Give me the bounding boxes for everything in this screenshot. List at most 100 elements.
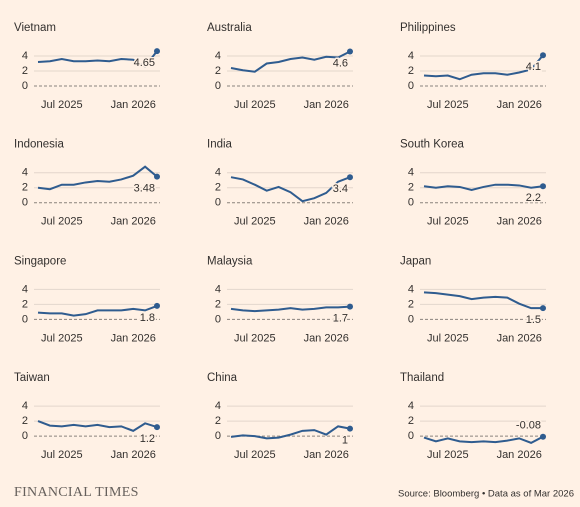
y-tick-label: 0 — [215, 80, 221, 92]
y-tick-label: 4 — [215, 167, 221, 179]
x-tick-label: Jul 2025 — [41, 332, 83, 344]
value-label: 1.5 — [526, 314, 541, 326]
y-tick-label: 2 — [215, 415, 221, 427]
y-tick-label: 4 — [215, 50, 221, 62]
x-tick-label: Jan 2026 — [304, 216, 349, 228]
line — [423, 435, 544, 444]
value-label: 4.1 — [526, 61, 541, 73]
line — [37, 420, 158, 432]
end-marker — [347, 303, 353, 310]
x-tick-label: Jan 2026 — [497, 216, 542, 228]
panel-title: Taiwan — [14, 372, 50, 384]
line — [230, 425, 351, 440]
x-tick-label: Jan 2026 — [497, 99, 542, 111]
x-tick-label: Jul 2025 — [234, 332, 276, 344]
end-marker — [347, 48, 353, 55]
x-tick-label: Jul 2025 — [41, 216, 83, 228]
end-marker — [540, 433, 546, 440]
y-tick-label: 0 — [408, 80, 414, 92]
y-tick-label: 0 — [22, 313, 28, 325]
y-tick-label: 0 — [215, 430, 221, 442]
value-label: -0.08 — [516, 420, 541, 432]
x-tick-label: Jul 2025 — [427, 99, 469, 111]
end-marker — [540, 305, 546, 312]
y-tick-label: 4 — [215, 400, 221, 412]
value-label: 1.7 — [333, 313, 348, 325]
y-tick-label: 2 — [22, 65, 28, 77]
y-tick-label: 2 — [22, 298, 28, 310]
x-tick-label: Jul 2025 — [234, 449, 276, 461]
y-tick-label: 2 — [22, 182, 28, 194]
value-label: 2.2 — [526, 192, 541, 204]
panel-title: Thailand — [400, 372, 444, 384]
y-tick-label: 4 — [408, 167, 414, 179]
line — [423, 183, 544, 191]
y-tick-label: 4 — [408, 283, 414, 295]
x-tick-label: Jan 2026 — [497, 332, 542, 344]
end-marker — [154, 173, 160, 180]
x-tick-label: Jul 2025 — [234, 216, 276, 228]
y-tick-label: 0 — [408, 197, 414, 209]
x-tick-label: Jan 2026 — [304, 332, 349, 344]
panel-title: Australia — [207, 22, 252, 34]
y-tick-label: 4 — [215, 283, 221, 295]
y-tick-label: 4 — [22, 283, 28, 295]
panel-title: Singapore — [14, 255, 66, 267]
end-marker — [540, 183, 546, 190]
panel-title: Philippines — [400, 22, 456, 34]
x-tick-label: Jul 2025 — [427, 216, 469, 228]
end-marker — [540, 52, 546, 59]
y-tick-label: 0 — [408, 313, 414, 325]
x-tick-label: Jan 2026 — [111, 216, 156, 228]
line — [230, 176, 351, 203]
x-tick-label: Jan 2026 — [497, 449, 542, 461]
end-marker — [347, 425, 353, 432]
value-label: 1.8 — [140, 312, 155, 324]
x-tick-label: Jan 2026 — [111, 449, 156, 461]
x-tick-label: Jul 2025 — [427, 332, 469, 344]
line — [230, 50, 351, 73]
x-tick-label: Jul 2025 — [234, 99, 276, 111]
line — [37, 165, 158, 191]
end-marker — [154, 302, 160, 309]
line — [37, 50, 158, 68]
source: Source: Bloomberg • Data as of Mar 2026 — [398, 489, 574, 500]
y-tick-label: 2 — [215, 65, 221, 77]
x-tick-label: Jul 2025 — [41, 99, 83, 111]
x-tick-label: Jan 2026 — [111, 99, 156, 111]
panel-title: China — [207, 372, 238, 384]
y-tick-label: 4 — [408, 400, 414, 412]
panel-title: Indonesia — [14, 139, 64, 151]
value-label: 3.4 — [333, 183, 348, 195]
panel-title: South Korea — [400, 139, 465, 151]
y-tick-label: 4 — [22, 400, 28, 412]
y-tick-label: 0 — [22, 430, 28, 442]
y-tick-label: 2 — [215, 298, 221, 310]
end-marker — [154, 424, 160, 431]
value-label: 3.48 — [134, 183, 155, 195]
panel-title: India — [207, 139, 233, 151]
line — [423, 291, 543, 310]
y-tick-label: 4 — [22, 50, 28, 62]
x-tick-label: Jul 2025 — [41, 449, 83, 461]
x-tick-label: Jan 2026 — [304, 99, 349, 111]
y-tick-label: 0 — [22, 80, 28, 92]
value-label: 4.65 — [134, 57, 155, 69]
y-tick-label: 4 — [408, 50, 414, 62]
value-label: 4.6 — [333, 57, 348, 69]
panel-title: Japan — [400, 255, 431, 267]
panel-title: Malaysia — [207, 255, 253, 267]
line — [423, 54, 544, 81]
x-tick-label: Jan 2026 — [111, 332, 156, 344]
y-tick-label: 0 — [215, 197, 221, 209]
y-tick-label: 2 — [408, 298, 414, 310]
x-tick-label: Jan 2026 — [304, 449, 349, 461]
brand: FINANCIAL TIMES — [14, 485, 139, 500]
end-marker — [154, 48, 160, 55]
value-label: 1.2 — [140, 433, 155, 445]
line — [37, 304, 158, 317]
value-label: 1 — [342, 435, 348, 447]
x-tick-label: Jul 2025 — [427, 449, 469, 461]
y-tick-label: 2 — [408, 415, 414, 427]
